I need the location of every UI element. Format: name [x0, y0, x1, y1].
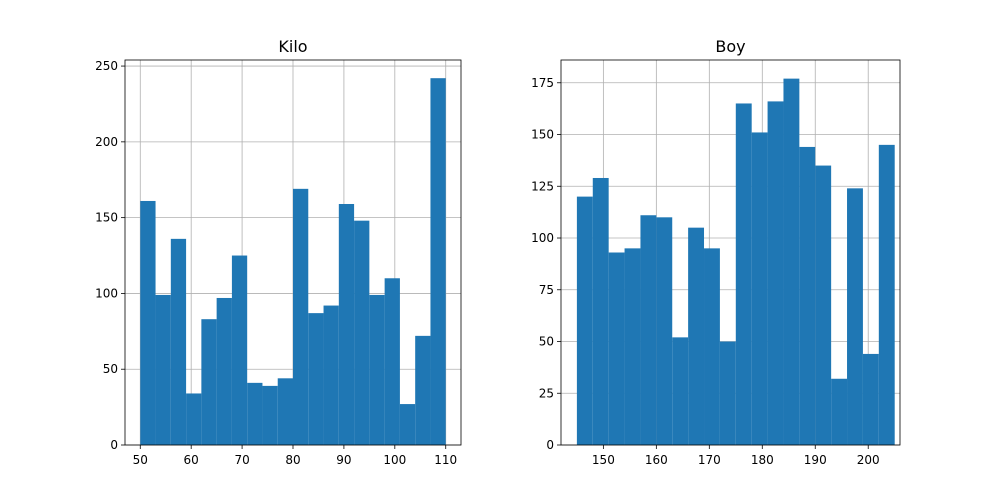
x-axis-ticks: 50 60 70 80 90 100 110	[133, 445, 457, 467]
histogram-bar	[369, 294, 385, 445]
x-tick-label: 170	[698, 453, 721, 467]
histogram-bar	[231, 255, 248, 445]
histogram-bar	[704, 248, 720, 445]
histogram-bar	[719, 341, 736, 445]
histogram-bar	[338, 203, 355, 445]
x-tick-label: 160	[645, 453, 668, 467]
x-tick-label: 190	[804, 453, 827, 467]
x-tick-label: 80	[285, 453, 300, 467]
histogram-bar	[277, 378, 293, 445]
histogram-bar	[688, 227, 705, 445]
histogram-bar	[767, 101, 784, 445]
x-tick-label: 200	[857, 453, 880, 467]
x-tick-label: 150	[592, 453, 615, 467]
y-tick-label: 100	[531, 231, 554, 245]
chart-title: Boy	[715, 37, 745, 56]
histogram-bar	[608, 252, 625, 445]
histogram-bar	[847, 188, 863, 446]
x-tick-label: 180	[751, 453, 774, 467]
histogram-bar	[262, 385, 278, 445]
histogram-bar	[293, 188, 309, 446]
x-tick-label: 90	[336, 453, 351, 467]
y-axis-ticks: 0 25 50 75 100 125 150 175	[531, 76, 561, 452]
histogram-bar	[384, 278, 400, 445]
y-tick-label: 50	[103, 362, 118, 376]
histogram-bar	[751, 132, 768, 446]
y-tick-label: 0	[546, 438, 554, 452]
histogram-bar	[735, 103, 752, 445]
histogram-bar	[170, 238, 187, 445]
y-tick-label: 50	[539, 335, 554, 349]
histogram-bar	[323, 305, 339, 445]
histogram-boy: 150 160 170 180 190 200 0 25 50 75 100 125 150 175 B…	[531, 37, 901, 467]
histogram-bar	[216, 297, 232, 445]
y-tick-label: 100	[95, 286, 118, 300]
y-tick-label: 200	[95, 135, 118, 149]
axes-border	[560, 59, 901, 446]
histogram-bar	[672, 337, 689, 445]
y-tick-label: 25	[539, 386, 554, 400]
histogram-bar	[576, 196, 593, 445]
x-tick-label: 50	[133, 453, 148, 467]
y-tick-label: 125	[531, 179, 554, 193]
x-axis-ticks: 150 160 170 180 190 200	[592, 445, 880, 467]
y-tick-label: 150	[95, 211, 118, 225]
histogram-bar	[862, 353, 879, 445]
y-axis-ticks: 0 50 100 150 200 250	[95, 59, 125, 452]
x-tick-label: 100	[383, 453, 406, 467]
axes-frame	[560, 59, 901, 446]
histogram-bar	[656, 217, 673, 445]
histogram-bar	[354, 220, 370, 445]
histogram-kilo: 50 60 70 80 90 100 110 0 50 100 150 200 250 Kilo	[95, 37, 462, 467]
x-tick-label: 110	[434, 453, 457, 467]
histogram-bar	[815, 165, 832, 445]
histogram-bar	[831, 378, 848, 445]
histogram-bar	[592, 177, 609, 445]
histogram-bars	[140, 78, 446, 446]
histogram-bar	[155, 294, 171, 445]
histogram-bar	[640, 215, 657, 445]
histogram-bar	[247, 382, 263, 445]
histogram-bar	[783, 78, 800, 446]
histogram-bar	[201, 319, 217, 445]
histogram-bar	[430, 78, 446, 446]
chart-title: Kilo	[278, 37, 307, 56]
x-tick-label: 60	[184, 453, 199, 467]
histogram-bar	[399, 404, 416, 445]
histogram-bar	[799, 146, 816, 445]
y-tick-label: 150	[531, 128, 554, 142]
histogram-bar	[140, 200, 156, 445]
y-tick-label: 0	[110, 438, 118, 452]
histogram-bar	[624, 248, 641, 445]
y-tick-label: 75	[539, 283, 554, 297]
histogram-bar	[415, 335, 431, 445]
y-tick-label: 175	[531, 76, 554, 90]
histogram-bar	[186, 393, 202, 445]
histogram-bars	[576, 78, 895, 446]
histogram-bar	[308, 313, 324, 445]
y-tick-label: 250	[95, 59, 118, 73]
x-tick-label: 70	[234, 453, 249, 467]
histogram-bar	[878, 144, 895, 445]
